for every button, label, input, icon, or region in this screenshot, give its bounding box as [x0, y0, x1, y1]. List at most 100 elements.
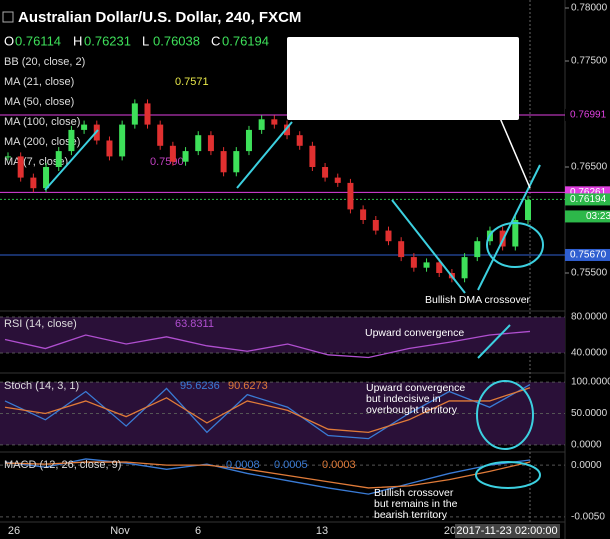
- candle-body: [322, 166, 329, 178]
- candle-body: [296, 135, 303, 146]
- candle-body: [55, 151, 62, 167]
- annotation: Bullish DMA crossover: [425, 294, 531, 306]
- annotation: but remains in the: [374, 498, 458, 510]
- level-label: 0.76194: [570, 194, 607, 205]
- candle-body: [372, 219, 379, 231]
- countdown-box: [565, 210, 610, 223]
- annotation: Upward convergence: [366, 382, 465, 394]
- indicator-label: MA (100, close): [4, 116, 80, 128]
- level-label-box: [565, 193, 610, 206]
- y-tick-label: 0.0000: [571, 460, 602, 471]
- y-tick-label: 100.0000: [571, 377, 610, 388]
- level-label: 0.75670: [570, 250, 607, 261]
- countdown: 03:23: [586, 211, 610, 222]
- candle-body: [207, 135, 214, 152]
- y-tick-label: 0.78000: [571, 3, 608, 14]
- panel-readout: 95.6236: [180, 380, 220, 392]
- x-tick-label: 20: [444, 525, 456, 537]
- indicator-label: MA (50, close): [4, 96, 74, 108]
- level-label-box: [565, 248, 610, 261]
- ohlc-letter: H: [73, 33, 82, 48]
- indicator-line: [4, 461, 531, 489]
- ohlc-value: 0.76114: [15, 33, 61, 48]
- candle-body: [106, 140, 113, 157]
- candle-body: [423, 262, 430, 268]
- annotation: but indecisive in: [366, 393, 441, 405]
- panel-readout: 63.8311: [175, 318, 214, 330]
- y-tick-label: 0.75500: [571, 268, 608, 279]
- candle-body: [5, 156, 11, 158]
- y-tick-label: -0.0050: [571, 512, 605, 523]
- candle-body: [17, 156, 24, 178]
- annotation: overbought territory: [366, 404, 458, 416]
- candle-body: [334, 177, 341, 183]
- candle-body: [360, 209, 367, 220]
- candle-body: [119, 124, 126, 157]
- cursor-time-box: [455, 524, 560, 538]
- candle-body: [169, 145, 176, 162]
- callout-box: [287, 37, 519, 120]
- candle-body: [258, 119, 265, 130]
- band: [0, 317, 565, 354]
- y-tick-label: 40.0000: [571, 348, 608, 359]
- y-tick-label: 50.0000: [571, 408, 608, 419]
- annotation: bearish territory: [374, 509, 448, 521]
- indicator-line: [4, 330, 531, 359]
- candle-body: [195, 135, 202, 152]
- indicator-value: 0.7590: [150, 156, 184, 168]
- candle-body: [474, 241, 481, 258]
- indicator-line: [4, 384, 531, 440]
- candle-body: [436, 262, 443, 273]
- indicator-label: BB (20, close, 2): [4, 56, 85, 68]
- x-tick-label: 13: [316, 525, 328, 537]
- y-tick-label: 80.0000: [571, 312, 608, 323]
- level-label-box: [565, 108, 610, 121]
- indicator-line: [4, 387, 531, 434]
- panel-readout: 0.0003: [322, 459, 356, 471]
- indicator-value: 0.7571: [175, 76, 209, 88]
- candle-body: [233, 151, 240, 173]
- candle-body: [410, 257, 417, 268]
- indicator-label: MA (200, close): [4, 136, 80, 148]
- panel-label: MACD (12, 26, close, 9): [4, 459, 121, 471]
- candle-body: [398, 241, 405, 258]
- candle-body: [512, 219, 519, 247]
- ohlc-letter: C: [211, 33, 220, 48]
- candle-body: [220, 151, 227, 173]
- candle-body: [81, 124, 88, 130]
- panel-readout: 0.0008: [226, 459, 260, 471]
- panel-readout: 90.6273: [228, 380, 268, 392]
- candle-body: [284, 124, 291, 136]
- candle-body: [144, 103, 151, 125]
- panel-separators: [0, 0, 566, 539]
- candle-body: [131, 103, 138, 125]
- indicator-line: [4, 458, 531, 495]
- level-label: 0.76991: [570, 110, 607, 121]
- x-tick-label: 6: [195, 525, 201, 537]
- candle-body: [525, 199, 531, 220]
- x-tick-label: Nov: [110, 525, 130, 537]
- ohlc-value: 0.76231: [84, 33, 131, 48]
- level-label: 0.76261: [570, 187, 607, 198]
- candle-body: [461, 257, 468, 279]
- y-tick-label: 0.77500: [571, 56, 608, 67]
- candle-body: [68, 129, 75, 152]
- x-tick-label: 26: [8, 525, 20, 537]
- candle-body: [157, 124, 164, 146]
- ohlc-value: 0.76038: [153, 33, 200, 48]
- chart-title: Australian Dollar/U.S. Dollar, 240, FXCM: [18, 9, 301, 26]
- y-tick-label: 0.0000: [571, 440, 602, 451]
- candle-body: [309, 145, 316, 167]
- candle-body: [30, 177, 37, 189]
- annotation: Upward convergence: [365, 327, 464, 339]
- cursor-time: 2017-11-23 02:00:00: [456, 525, 557, 537]
- candle-body: [271, 119, 278, 125]
- candle-body: [347, 182, 354, 210]
- panel-readout: 0.0005: [274, 459, 308, 471]
- y-tick-label: 0.76500: [571, 162, 608, 173]
- candle-body: [182, 151, 189, 162]
- callout-pointer: [499, 117, 531, 189]
- annotation: Bullish crossover: [374, 487, 454, 499]
- ohlc-letter: L: [142, 33, 149, 48]
